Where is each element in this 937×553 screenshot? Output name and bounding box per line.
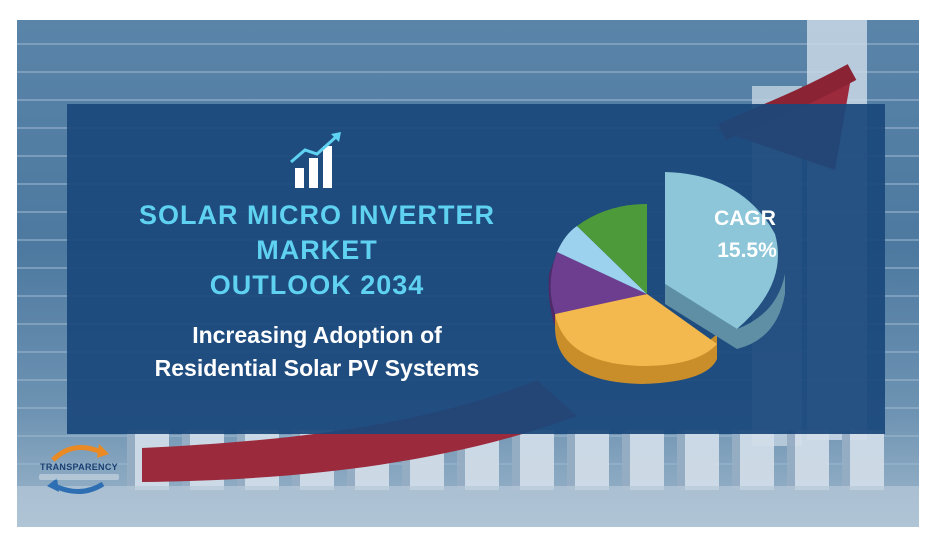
banner: SOLAR MICRO INVERTER MARKET OUTLOOK 2034… (17, 20, 919, 527)
content-panel: SOLAR MICRO INVERTER MARKET OUTLOOK 2034… (67, 104, 885, 434)
cagr-label: CAGR (714, 207, 776, 230)
cagr-value: 15.5% (717, 239, 777, 262)
logo-text: TRANSPARENCY (40, 462, 118, 472)
subtitle-line-1: Increasing Adoption of (192, 322, 442, 348)
title-line-2: MARKET (256, 235, 378, 265)
subtitle-line-2: Residential Solar PV Systems (154, 355, 480, 381)
company-logo: TRANSPARENCY (23, 438, 135, 498)
logo-subtext-bar (39, 474, 119, 480)
title-line-1: SOLAR MICRO INVERTER (138, 200, 495, 230)
bar-chart-growth-icon (290, 132, 341, 188)
title-line-3: OUTLOOK 2034 (209, 270, 425, 300)
logo-arrows-icon (47, 444, 109, 494)
pie-chart-graphic (548, 172, 785, 384)
